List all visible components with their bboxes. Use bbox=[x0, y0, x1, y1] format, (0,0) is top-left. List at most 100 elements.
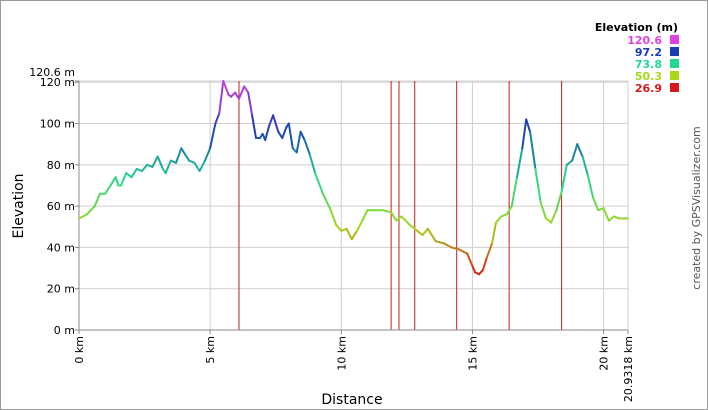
y-tick-label: 20 m bbox=[47, 283, 75, 296]
elevation-segment bbox=[287, 122, 294, 150]
elevation-segment bbox=[345, 227, 353, 241]
elevation-segment bbox=[529, 130, 537, 170]
legend-swatch bbox=[670, 59, 679, 68]
elevation-segment bbox=[408, 223, 419, 232]
elevation-segment bbox=[214, 112, 221, 125]
elevation-segment bbox=[539, 201, 547, 220]
elevation-segment bbox=[268, 114, 275, 127]
elevation-segment bbox=[560, 163, 568, 193]
elevation-segment bbox=[180, 147, 188, 158]
elevation-segment bbox=[361, 209, 369, 222]
elevation-segment bbox=[426, 227, 437, 243]
elevation-segment bbox=[104, 184, 112, 195]
elevation-segment bbox=[602, 207, 610, 222]
y-tick-label: 80 m bbox=[47, 159, 75, 172]
elevation-segment bbox=[203, 147, 212, 162]
elevation-segment bbox=[495, 215, 503, 224]
elevation-segment bbox=[243, 85, 250, 94]
elevation-segment bbox=[544, 217, 553, 224]
elevation-segment bbox=[466, 252, 474, 267]
elevation-segment bbox=[314, 172, 324, 195]
x-tick-label: 20 km bbox=[598, 336, 611, 371]
elevation-segment bbox=[299, 130, 306, 141]
elevation-segment bbox=[140, 163, 149, 172]
elevation-segment bbox=[264, 124, 271, 141]
elevation-segment bbox=[521, 118, 528, 150]
elevation-segment bbox=[395, 215, 403, 222]
x-tick-label: 10 km bbox=[335, 336, 348, 371]
elevation-segment bbox=[434, 240, 445, 245]
elevation-segment bbox=[335, 223, 343, 232]
legend-swatch bbox=[670, 83, 679, 92]
elevation-segment bbox=[295, 130, 302, 154]
elevation-segment bbox=[247, 91, 254, 117]
elevation-segment bbox=[209, 122, 217, 150]
elevation-segment bbox=[592, 196, 600, 212]
y-tick-label: 120 m bbox=[40, 76, 75, 89]
legend-value: 120.6 bbox=[627, 34, 662, 47]
elevation-segment bbox=[151, 155, 159, 168]
y-tick-label: 60 m bbox=[47, 200, 75, 213]
credit-text: created by GPSVisualizer.com bbox=[690, 126, 703, 289]
y-axis-label: Elevation bbox=[11, 173, 27, 238]
elevation-segment bbox=[193, 161, 201, 172]
elevation-segment bbox=[238, 85, 246, 100]
elevation-segment bbox=[356, 219, 364, 232]
elevation-segment bbox=[510, 176, 518, 208]
legend-value: 97.2 bbox=[635, 46, 662, 59]
elevation-segment bbox=[114, 176, 120, 187]
elevation-segment bbox=[586, 174, 595, 199]
elevation-segment bbox=[485, 242, 494, 259]
elevation-segment bbox=[471, 265, 476, 274]
x-axis-label: Distance bbox=[321, 392, 382, 408]
legend: Elevation (m) 120.697.273.850.326.9 bbox=[595, 21, 679, 95]
elevation-segment bbox=[156, 155, 164, 170]
elevation-segment bbox=[450, 246, 461, 251]
elevation-segment bbox=[565, 159, 574, 166]
elevation-segment bbox=[218, 80, 225, 115]
y-tick-label: 40 m bbox=[47, 241, 75, 254]
legend-swatch bbox=[670, 71, 679, 80]
elevation-segment bbox=[534, 168, 542, 203]
elevation-segment bbox=[516, 147, 524, 179]
elevation-segment bbox=[382, 209, 393, 214]
elevation-segment bbox=[222, 80, 230, 96]
elevation-segment bbox=[576, 143, 584, 158]
elevation-segment bbox=[109, 176, 117, 187]
elevation-segment bbox=[272, 114, 280, 133]
elevation-segment bbox=[491, 221, 497, 245]
x-axis-ticks: 0 km 5 km 10 km 15 km 20 km 20.9318 km bbox=[73, 330, 635, 402]
elevation-segment bbox=[442, 242, 453, 249]
elevation-segment bbox=[308, 153, 317, 175]
elevation-segment bbox=[555, 190, 563, 212]
elevation-segment bbox=[164, 159, 172, 175]
elevation-segment bbox=[550, 209, 558, 224]
elevation-segment bbox=[85, 205, 96, 216]
elevation-segment bbox=[175, 147, 183, 164]
elevation-series bbox=[78, 80, 629, 276]
elevation-segment bbox=[125, 172, 133, 179]
x-tick-label: 0 km bbox=[73, 336, 86, 364]
elevation-segment bbox=[321, 192, 332, 212]
legend-value: 26.9 bbox=[635, 82, 662, 95]
elevation-segment bbox=[120, 172, 128, 187]
legend-value: 50.3 bbox=[635, 70, 662, 83]
elevation-segment bbox=[303, 139, 311, 156]
x-tick-label: 15 km bbox=[466, 336, 479, 371]
elevation-segment bbox=[350, 229, 358, 241]
elevation-segment bbox=[481, 256, 488, 272]
legend-value: 73.8 bbox=[635, 58, 662, 71]
elevation-segment bbox=[281, 126, 288, 139]
elevation-segment bbox=[505, 205, 513, 216]
y-tick-label: 0 m bbox=[54, 324, 75, 337]
elevation-segment bbox=[93, 192, 101, 208]
legend-swatch bbox=[670, 35, 679, 44]
legend-title: Elevation (m) bbox=[595, 21, 678, 34]
elevation-segment bbox=[198, 159, 206, 172]
elevation-segment bbox=[458, 248, 469, 255]
elevation-segment bbox=[251, 114, 257, 139]
